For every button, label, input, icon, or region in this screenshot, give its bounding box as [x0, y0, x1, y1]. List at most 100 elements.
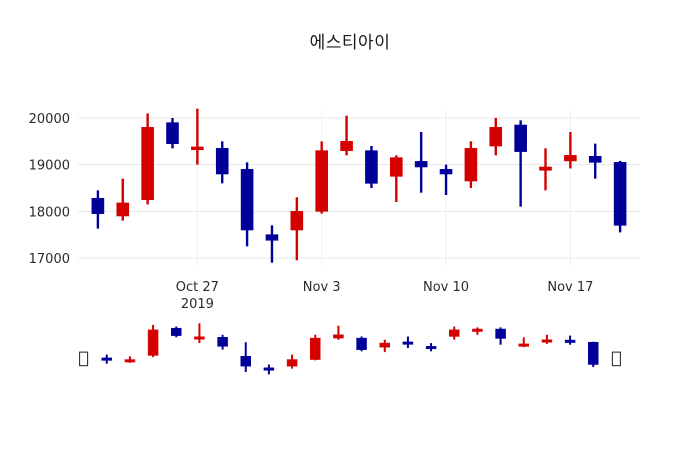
y-axis-tick-label: 19000	[29, 159, 70, 174]
candlestick-bar[interactable]	[191, 108, 204, 165]
candle-body	[464, 148, 478, 182]
candlestick-bar[interactable]	[141, 113, 154, 205]
overview-candle-body	[518, 343, 529, 347]
candlestick-bar[interactable]	[539, 148, 552, 191]
overview-candlestick-bar[interactable]	[147, 324, 159, 358]
y-axis-tick-label: 17000	[29, 252, 70, 267]
candlestick-series[interactable]	[91, 108, 627, 263]
overview-candlestick-bar[interactable]	[449, 326, 460, 340]
overview-candlestick-bar[interactable]	[495, 327, 506, 345]
candlestick-bar[interactable]	[414, 132, 428, 193]
candle-body	[390, 157, 403, 177]
overview-candle-body	[101, 357, 112, 361]
overview-candle-body	[356, 337, 367, 350]
overview-candle-body	[240, 356, 251, 367]
candlestick-bar[interactable]	[390, 155, 403, 202]
candle-body	[588, 155, 602, 163]
candlestick-bar[interactable]	[489, 118, 503, 156]
overview-candle-body	[472, 328, 483, 332]
candle-body	[215, 148, 229, 175]
candlestick-bar[interactable]	[215, 141, 229, 184]
candlestick-bar[interactable]	[564, 132, 577, 169]
candlestick-bar[interactable]	[240, 162, 254, 247]
candle-body	[265, 234, 279, 241]
candle-body	[340, 141, 353, 151]
overview-candlestick-bar[interactable]	[101, 354, 112, 364]
y-axis-tick-label: 20000	[29, 112, 70, 127]
overview-candlestick-bar[interactable]	[356, 336, 367, 352]
overview-candlestick-bar[interactable]	[564, 335, 576, 345]
overview-candlestick-bar[interactable]	[263, 364, 275, 375]
overview-candle-body	[286, 359, 298, 367]
candlestick-bar[interactable]	[588, 143, 602, 179]
y-axis-tick-labels: 17000 18000 19000 20000	[29, 112, 70, 267]
overview-candle-body	[495, 328, 506, 339]
overview-candle-body	[588, 341, 599, 365]
overview-candlestick-bar[interactable]	[124, 356, 136, 363]
overview-candle-body	[564, 339, 576, 343]
overview-candle-body	[425, 346, 437, 350]
overview-range-panel[interactable]	[79, 323, 621, 375]
candlestick-bar[interactable]	[613, 160, 627, 233]
overview-candlestick-bar[interactable]	[171, 326, 182, 338]
candle-body	[514, 124, 527, 152]
overview-candlestick-bar[interactable]	[194, 323, 205, 344]
overview-candle-body	[217, 337, 228, 347]
candle-body	[564, 155, 577, 162]
page-title: 에스티아이	[309, 33, 391, 53]
candlestick-bar[interactable]	[365, 146, 378, 188]
overview-candlestick-bar[interactable]	[518, 337, 529, 348]
overview-candle-body	[541, 339, 553, 343]
candle-body	[414, 161, 428, 168]
candle-body	[116, 202, 130, 217]
range-selector-handle[interactable]	[79, 351, 89, 367]
candlestick-bar[interactable]	[116, 178, 130, 221]
candle-body	[166, 122, 179, 144]
overview-candle-body	[310, 337, 321, 360]
x-axis-tick-labels: Oct 27 2019 Nov 3 Nov 10 Nov 17	[176, 280, 594, 312]
overview-candlestick-bar[interactable]	[472, 327, 483, 335]
overview-candlestick-bar[interactable]	[240, 342, 251, 372]
range-selector-handle[interactable]	[611, 351, 621, 367]
overview-candle-body	[147, 329, 159, 356]
candlestick-bar[interactable]	[340, 115, 353, 156]
overview-candle-body	[402, 341, 414, 345]
candle-body	[539, 166, 552, 171]
x-axis-tick-label: Nov 17	[547, 280, 593, 295]
candlestick-bar[interactable]	[91, 190, 105, 229]
candlestick-bar[interactable]	[464, 141, 478, 188]
y-axis-tick-label: 18000	[29, 205, 70, 220]
overview-candle-body	[171, 327, 182, 336]
candle-body	[240, 169, 254, 231]
overview-candlestick-bar[interactable]	[379, 339, 390, 353]
overview-candle-body	[263, 367, 275, 371]
overview-candlestick-bar[interactable]	[402, 336, 414, 348]
candle-body	[439, 169, 453, 175]
overview-candle-body	[194, 336, 205, 340]
overview-candlestick-bar[interactable]	[217, 334, 228, 350]
x-axis-tick-label: Nov 3	[303, 280, 341, 295]
candlestick-bar[interactable]	[315, 141, 328, 214]
candlestick-bar[interactable]	[439, 164, 453, 195]
x-axis-tick-label: 2019	[181, 297, 214, 312]
overview-candle-body	[333, 334, 344, 339]
candlestick-bar[interactable]	[290, 197, 304, 261]
candlestick-bar[interactable]	[166, 118, 179, 149]
overview-candlestick-bar[interactable]	[286, 354, 298, 369]
overview-candlestick-bar[interactable]	[425, 343, 437, 352]
candle-body	[191, 146, 204, 151]
candle-body	[141, 127, 154, 200]
candlestick-bar[interactable]	[514, 120, 527, 207]
overview-candlestick-bar[interactable]	[333, 325, 344, 340]
overview-candlestick-bar[interactable]	[310, 334, 321, 361]
overview-candle-body	[379, 342, 390, 348]
candle-body	[91, 197, 105, 214]
overview-candlestick-bar[interactable]	[541, 334, 553, 344]
gridlines	[78, 117, 640, 259]
overview-candle-body	[124, 359, 136, 363]
candle-body	[489, 127, 503, 147]
candlestick-bar[interactable]	[265, 225, 279, 263]
overview-candlestick-bar[interactable]	[588, 341, 599, 367]
